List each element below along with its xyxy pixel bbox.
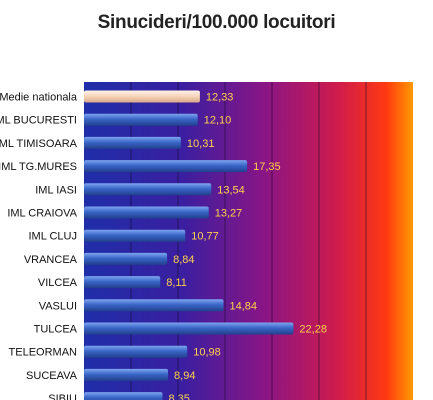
bar bbox=[84, 206, 209, 219]
category-label: VASLUI bbox=[39, 300, 77, 312]
bar bbox=[84, 90, 200, 103]
value-label: 14,84 bbox=[229, 300, 257, 312]
value-label: 10,77 bbox=[191, 231, 219, 243]
bar bbox=[84, 136, 181, 149]
category-label: SUCEAVA bbox=[26, 370, 78, 382]
value-label: 8,35 bbox=[168, 393, 189, 400]
value-label: 13,54 bbox=[217, 184, 245, 196]
category-label: IML TG.MURES bbox=[0, 161, 77, 173]
bar bbox=[84, 113, 198, 126]
category-label: IML IASI bbox=[35, 184, 77, 196]
bar bbox=[84, 252, 168, 265]
value-label: 10,98 bbox=[193, 347, 221, 359]
bar bbox=[84, 276, 161, 289]
category-label: IML TIMISOARA bbox=[0, 138, 78, 150]
bar bbox=[84, 368, 169, 381]
value-labels: 12,33 12,10 10,31 17,35 13,54 13,27 10,77 8,84 8… bbox=[166, 92, 327, 400]
value-label: 12,33 bbox=[206, 92, 234, 104]
bar bbox=[84, 322, 294, 335]
value-label: 22,28 bbox=[299, 324, 327, 336]
category-label: TELEORMAN bbox=[9, 347, 78, 359]
value-label: 12,10 bbox=[204, 115, 232, 127]
value-label: 8,84 bbox=[173, 254, 194, 266]
category-label: IML CLUJ bbox=[29, 231, 78, 243]
bar bbox=[84, 299, 224, 312]
category-label: INML BUCURESTI bbox=[0, 115, 77, 127]
value-label: 17,35 bbox=[253, 161, 281, 173]
value-label: 10,31 bbox=[187, 138, 215, 150]
category-label: TULCEA bbox=[34, 324, 78, 336]
value-label: 8,94 bbox=[174, 370, 195, 382]
category-label: VRANCEA bbox=[24, 254, 78, 266]
value-label: 13,27 bbox=[215, 208, 243, 220]
bars bbox=[84, 90, 294, 400]
bar bbox=[84, 160, 248, 173]
value-label: 8,11 bbox=[166, 277, 187, 289]
category-label: SIBIU bbox=[48, 393, 77, 400]
category-label: IML CRAIOVA bbox=[7, 208, 77, 220]
category-label: VILCEA bbox=[38, 277, 78, 289]
bar bbox=[84, 345, 188, 358]
chart-title: Sinucideri/100.000 locuitori bbox=[97, 12, 336, 33]
bar bbox=[84, 229, 186, 242]
bar bbox=[84, 183, 212, 196]
bar bbox=[84, 392, 163, 400]
category-labels: Medie nationala INML BUCURESTI IML TIMISOA… bbox=[0, 92, 78, 400]
category-label: Medie nationala bbox=[0, 92, 78, 104]
